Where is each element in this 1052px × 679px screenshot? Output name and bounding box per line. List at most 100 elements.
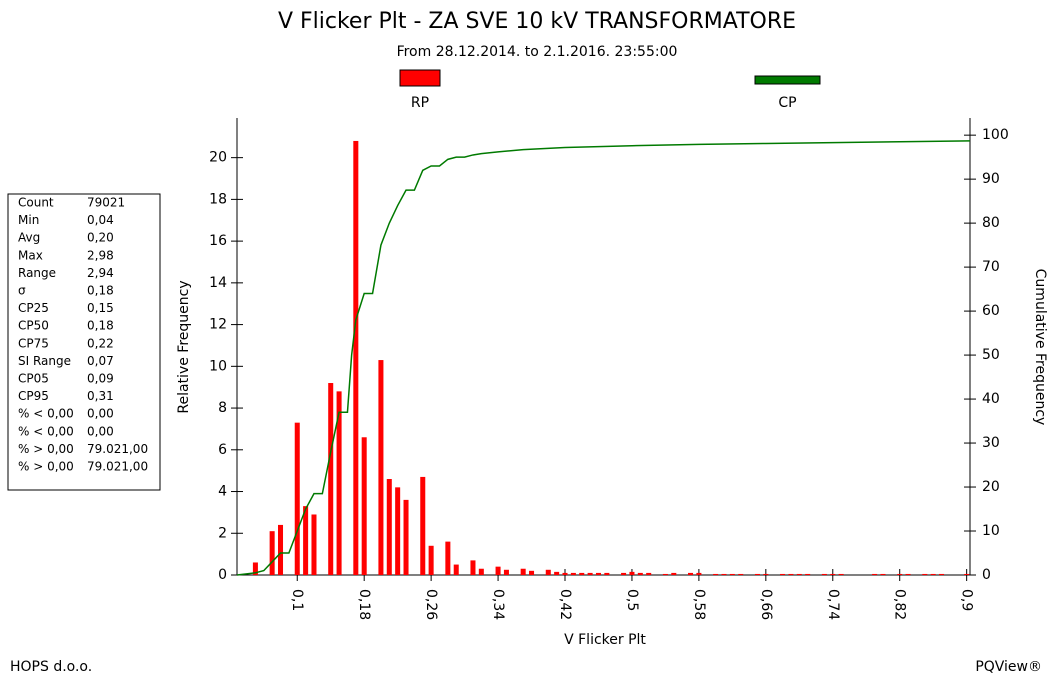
stats-value: 0,31 <box>87 389 114 403</box>
y-tick-label: 0 <box>218 567 227 583</box>
stats-label: CP50 <box>18 319 49 333</box>
stats-value: 0,00 <box>87 424 114 438</box>
cumulative-line <box>236 140 971 576</box>
stats-label: CP95 <box>18 389 49 403</box>
bar <box>529 570 535 575</box>
bar <box>269 531 275 575</box>
y-axis-label: Relative Frequency <box>176 280 192 413</box>
x-tick-label: 0,66 <box>758 589 774 620</box>
stats-label: SI Range <box>18 354 71 368</box>
y-tick-label: 10 <box>209 358 227 374</box>
bar <box>796 573 802 575</box>
chart-title: V Flicker Plt - ZA SVE 10 kV TRANSFORMAT… <box>278 9 796 34</box>
y2-tick-label: 80 <box>982 215 1000 231</box>
bar <box>897 573 903 575</box>
stats-box <box>7 193 161 491</box>
y-tick-label: 4 <box>218 484 227 500</box>
stats-value: 0,20 <box>87 231 114 245</box>
bar <box>336 391 342 575</box>
bar <box>570 572 576 575</box>
stats-value: 79.021,00 <box>87 442 148 456</box>
bar <box>478 568 484 575</box>
x-tick-label: 0,26 <box>423 589 439 620</box>
x-tick-label: 0,34 <box>490 589 506 620</box>
bar <box>805 573 811 575</box>
stats-value: 2,94 <box>87 266 114 280</box>
y-tick-label: 2 <box>218 525 227 541</box>
x-tick-label: 0,82 <box>892 589 908 620</box>
y2-tick-label: 100 <box>982 127 1009 143</box>
stats-label: % < 0,00 <box>18 424 74 438</box>
bar <box>328 383 334 575</box>
stats-label: Max <box>18 248 43 262</box>
bar <box>788 573 794 575</box>
bar <box>545 569 551 575</box>
y2-tick-label: 40 <box>982 391 1000 407</box>
y-tick-label: 6 <box>218 442 227 458</box>
bar <box>278 524 284 575</box>
stats-value: 0,07 <box>87 354 114 368</box>
y2-tick-label: 90 <box>982 171 1000 187</box>
bar <box>403 499 409 575</box>
bar <box>252 562 258 575</box>
y2-tick-label: 50 <box>982 347 1000 363</box>
bar <box>939 573 945 575</box>
bar <box>445 541 451 575</box>
bar <box>872 573 878 575</box>
bar <box>470 560 476 575</box>
bar <box>562 572 568 575</box>
bar <box>495 566 501 575</box>
bar <box>646 572 652 575</box>
stats-label: Avg <box>18 231 40 245</box>
stats-label: % < 0,00 <box>18 407 74 421</box>
stats-value: 0,00 <box>87 407 114 421</box>
bar <box>428 545 434 575</box>
bar <box>453 564 459 575</box>
y-tick-label: 8 <box>218 400 227 416</box>
y-tick-label: 20 <box>209 150 227 166</box>
bar <box>671 572 677 575</box>
stats-label: CP75 <box>18 336 49 350</box>
y-tick-label: 12 <box>209 317 227 333</box>
stats-label: CP05 <box>18 372 49 386</box>
bar <box>378 360 384 575</box>
stats-value: 2,98 <box>87 248 114 262</box>
bar <box>395 487 401 575</box>
bar <box>964 573 970 575</box>
bar <box>420 476 426 575</box>
x-tick-label: 0,42 <box>557 589 573 620</box>
bar <box>713 573 719 575</box>
x-tick-label: 0,1 <box>289 589 305 611</box>
y2-tick-label: 20 <box>982 479 1000 495</box>
bar <box>880 573 886 575</box>
bar <box>621 572 627 575</box>
y-tick-label: 18 <box>209 191 227 207</box>
legend-label: RP <box>411 95 429 111</box>
stats-value: 0,09 <box>87 372 114 386</box>
bar <box>729 573 735 575</box>
stats-label: % > 0,00 <box>18 460 74 474</box>
y2-tick-label: 0 <box>982 567 991 583</box>
stats-label: CP25 <box>18 301 49 315</box>
bar <box>294 422 300 575</box>
bar <box>520 568 526 575</box>
legend-swatch <box>754 75 821 85</box>
x-tick-label: 0,58 <box>691 589 707 620</box>
bar <box>780 573 786 575</box>
stats-value: 0,18 <box>87 284 114 298</box>
stats-label: σ <box>18 284 26 298</box>
footer-right: PQView® <box>975 659 1042 675</box>
stats-value: 79.021,00 <box>87 460 148 474</box>
stats-label: % > 0,00 <box>18 442 74 456</box>
bar <box>629 571 635 575</box>
stats-label: Range <box>18 266 56 280</box>
bar <box>303 506 309 575</box>
bar <box>754 573 760 575</box>
y2-tick-label: 70 <box>982 259 1000 275</box>
bar <box>662 573 668 575</box>
y2-tick-label: 10 <box>982 523 1000 539</box>
x-tick-label: 0,74 <box>825 589 841 620</box>
y2-tick-label: 60 <box>982 303 1000 319</box>
